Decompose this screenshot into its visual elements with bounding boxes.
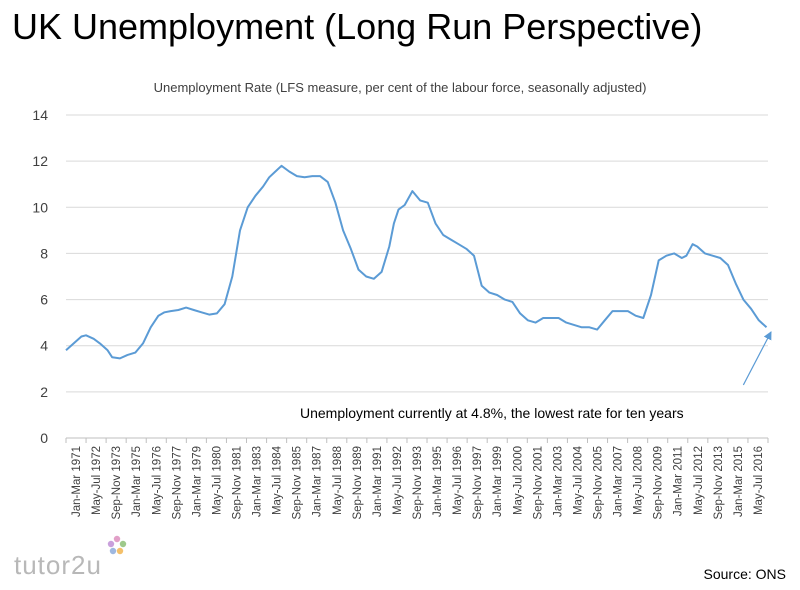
y-tick-label: 10 — [32, 199, 48, 215]
x-tick-label: May-Jul 2004 — [572, 445, 584, 515]
x-tick-label: Jan-Mar 1987 — [312, 446, 324, 517]
x-tick-label: May-Jul 2016 — [753, 446, 765, 515]
source-note: Source: ONS — [703, 566, 786, 582]
x-tick-label: May-Jul 1980 — [211, 446, 223, 515]
x-tick-label: Jan-Mar 2007 — [613, 446, 625, 517]
x-tick-label: Jan-Mar 1975 — [131, 446, 143, 517]
x-tick-label: Sep-Nov 2013 — [713, 446, 725, 520]
series-line-unemployment-rate — [65, 164, 768, 360]
x-tick-label: Sep-Nov 1977 — [171, 446, 183, 520]
x-tick-label: May-Jul 1996 — [452, 446, 464, 515]
x-tick-label: Sep-Nov 2001 — [532, 446, 544, 520]
x-tick-label: Jan-Mar 1983 — [252, 446, 264, 517]
x-tick-label: Sep-Nov 2009 — [653, 446, 665, 520]
chart-subtitle: Unemployment Rate (LFS measure, per cent… — [153, 80, 647, 95]
x-tick-label: May-Jul 2008 — [633, 446, 645, 515]
x-tick-label: Sep-Nov 1981 — [231, 446, 243, 520]
x-tick-label: Jan-Mar 1999 — [492, 446, 504, 517]
y-tick-label: 8 — [40, 245, 48, 261]
x-tick-label: Jan-Mar 1991 — [372, 446, 384, 517]
x-tick-label: Jan-Mar 2003 — [552, 446, 564, 517]
x-tick-label: May-Jul 2012 — [693, 446, 705, 515]
x-tick-label: Sep-Nov 1973 — [111, 446, 123, 520]
x-tick-label: Sep-Nov 1993 — [412, 446, 424, 520]
y-tick-label: 4 — [40, 338, 48, 354]
x-tick-label: Jan-Mar 2015 — [733, 446, 745, 517]
brand-logo: tutor2u — [14, 535, 127, 581]
x-tick-label: May-Jul 2000 — [512, 446, 524, 515]
y-tick-label: 2 — [40, 384, 48, 400]
x-tick-label: Jan-Mar 2011 — [673, 446, 685, 516]
x-tick-label: Sep-Nov 1985 — [292, 446, 304, 520]
x-tick-label: May-Jul 1988 — [332, 446, 344, 515]
chart-title: UK Unemployment (Long Run Perspective) — [12, 6, 703, 47]
x-tick-label: Sep-Nov 1989 — [352, 446, 364, 520]
x-tick-label: May-Jul 1984 — [272, 445, 284, 515]
x-tick-label: Sep-Nov 2005 — [593, 446, 605, 520]
annotation-arrow — [742, 331, 772, 386]
x-tick-label: May-Jul 1992 — [392, 446, 404, 515]
flower-icon — [107, 535, 127, 555]
y-tick-label: 12 — [32, 153, 48, 169]
x-tick-label: Jan-Mar 1971 — [71, 446, 83, 517]
y-tick-label: 0 — [40, 430, 48, 446]
x-tick-label: Jan-Mar 1995 — [432, 446, 444, 517]
y-tick-label: 14 — [32, 107, 48, 123]
x-tick-label: Sep-Nov 1997 — [472, 446, 484, 520]
annotation-text: Unemployment currently at 4.8%, the lowe… — [300, 405, 684, 421]
x-tick-label: May-Jul 1972 — [91, 446, 103, 515]
y-tick-label: 6 — [40, 292, 48, 308]
x-tick-label: Jan-Mar 1979 — [191, 446, 203, 517]
x-tick-label: May-Jul 1976 — [151, 446, 163, 515]
